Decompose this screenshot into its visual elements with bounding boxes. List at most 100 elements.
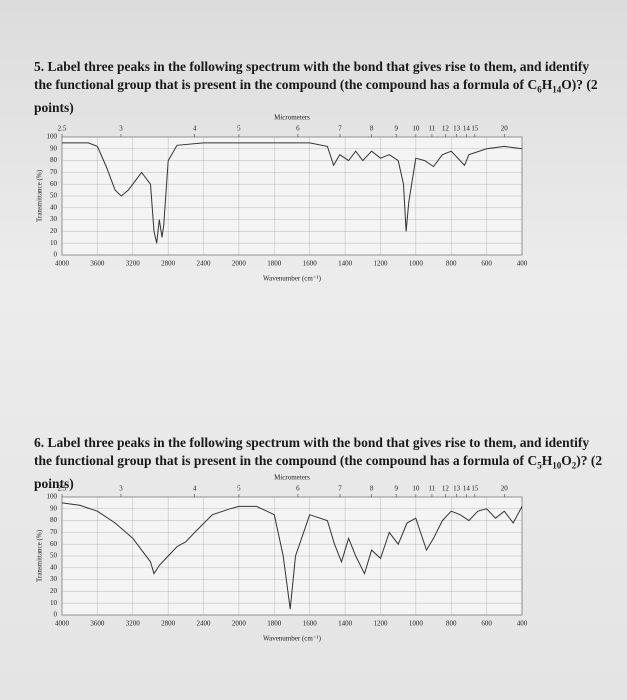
x-tick-label: 2400 — [197, 620, 212, 628]
x-tick-label: 600 — [481, 260, 492, 268]
y-tick-label: 70 — [50, 528, 58, 536]
x2-tick-label: 15 — [471, 485, 479, 493]
y-tick-label: 60 — [50, 540, 58, 548]
x-tick-label: 1600 — [303, 260, 318, 268]
x2-tick-label: 11 — [429, 125, 436, 133]
y-tick-label: 0 — [54, 251, 58, 259]
y-tick-label: 100 — [47, 133, 58, 141]
y-tick-label: 70 — [50, 168, 58, 176]
y-tick-label: 80 — [50, 516, 58, 524]
x2-tick-label: 6 — [296, 125, 300, 133]
x-tick-label: 1000 — [409, 620, 424, 628]
y-axis-label: Transmittance (%) — [36, 529, 44, 582]
x-tick-label: 4000 — [55, 260, 70, 268]
x2-tick-label: 20 — [501, 485, 509, 493]
x2-tick-label: 10 — [412, 125, 420, 133]
question: 5. Label three peaks in the following sp… — [34, 58, 604, 117]
formula-element: C — [527, 77, 538, 92]
y-tick-label: 50 — [50, 192, 58, 200]
x-tick-label: 3600 — [90, 620, 105, 628]
x2-tick-label: 8 — [370, 485, 374, 493]
x2-tick-label: 9 — [394, 485, 398, 493]
x2-tick-label: 4 — [193, 485, 197, 493]
x2-tick-label: 20 — [501, 125, 509, 133]
y-tick-label: 30 — [50, 215, 58, 223]
x2-tick-label: 2.5 — [58, 125, 67, 133]
x-tick-label: 4000 — [55, 620, 70, 628]
y-tick-label: 100 — [47, 493, 58, 501]
y-tick-label: 50 — [50, 552, 58, 560]
x2-axis-label: Micrometers — [274, 114, 310, 122]
x2-tick-label: 14 — [463, 485, 471, 493]
x2-tick-label: 3 — [119, 125, 123, 133]
x2-tick-label: 11 — [429, 485, 436, 493]
x2-tick-label: 9 — [394, 125, 398, 133]
formula-subscript: 10 — [552, 460, 562, 471]
x-tick-label: 1200 — [373, 260, 388, 268]
spectrum-line — [62, 142, 523, 244]
x-tick-label: 2800 — [161, 620, 176, 628]
formula-subscript: 5 — [537, 460, 542, 471]
x2-tick-label: 7 — [338, 485, 342, 493]
x2-tick-label: 14 — [463, 125, 471, 133]
x2-tick-label: 3 — [119, 485, 123, 493]
x2-tick-label: 7 — [338, 125, 342, 133]
formula-subscript: 2 — [571, 460, 577, 471]
x-tick-label: 400 — [517, 620, 528, 628]
x2-tick-label: 5 — [237, 485, 241, 493]
y-tick-label: 40 — [50, 203, 58, 211]
formula-element: C — [527, 453, 538, 468]
question-text: )? (2 points) — [34, 77, 598, 115]
x-tick-label: 1400 — [338, 620, 353, 628]
question-text: 5. Label three peaks in the following sp… — [34, 59, 590, 92]
spectrum-line — [61, 502, 523, 610]
x-tick-label: 1800 — [267, 620, 282, 628]
y-tick-label: 0 — [54, 611, 58, 619]
x-tick-label: 800 — [446, 620, 457, 628]
x-tick-label: 1200 — [373, 620, 388, 628]
x2-tick-label: 5 — [237, 125, 241, 133]
formula-element: H — [541, 453, 553, 468]
y-tick-label: 20 — [50, 227, 58, 235]
x-tick-label: 800 — [446, 260, 457, 268]
x-tick-label: 3200 — [126, 260, 140, 268]
x2-tick-label: 13 — [453, 125, 461, 133]
y-tick-label: 10 — [50, 239, 58, 247]
question: 6. Label three peaks in the following sp… — [34, 434, 604, 493]
y-tick-label: 40 — [50, 563, 58, 571]
formula-element: O — [561, 453, 572, 468]
x-tick-label: 1800 — [267, 260, 282, 268]
y-tick-label: 90 — [50, 504, 58, 512]
x-tick-label: 3200 — [126, 620, 140, 628]
y-tick-label: 20 — [50, 587, 58, 595]
y-tick-label: 30 — [50, 575, 58, 583]
y-tick-label: 90 — [50, 144, 58, 152]
x2-tick-label: 6 — [296, 485, 300, 493]
x-tick-label: 3600 — [90, 260, 105, 268]
question-text: )? (2 points) — [34, 453, 603, 491]
x2-tick-label: 12 — [442, 485, 450, 493]
y-axis-label: Transmittance (%) — [36, 169, 44, 222]
x-tick-label: 2000 — [232, 620, 247, 628]
x-axis-label: Wavenumber (cm⁻¹) — [263, 635, 322, 643]
x2-tick-label: 8 — [370, 125, 374, 133]
x2-tick-label: 10 — [412, 485, 420, 493]
y-tick-label: 10 — [50, 599, 58, 607]
formula-subscript: 14 — [552, 84, 562, 95]
y-tick-label: 60 — [50, 180, 58, 188]
x-tick-label: 600 — [481, 620, 492, 628]
x2-tick-label: 15 — [471, 125, 479, 133]
x-tick-label: 400 — [517, 260, 528, 268]
x-tick-label: 1400 — [338, 260, 353, 268]
formula-element: O — [561, 77, 572, 92]
x-axis-label: Wavenumber (cm⁻¹) — [263, 275, 322, 283]
x2-tick-label: 4 — [193, 125, 197, 133]
x-tick-label: 1600 — [303, 620, 318, 628]
x-tick-label: 2800 — [161, 260, 176, 268]
question-text: 6. Label three peaks in the following sp… — [34, 435, 590, 468]
x2-tick-label: 13 — [453, 485, 461, 493]
x-tick-label: 2400 — [197, 260, 212, 268]
